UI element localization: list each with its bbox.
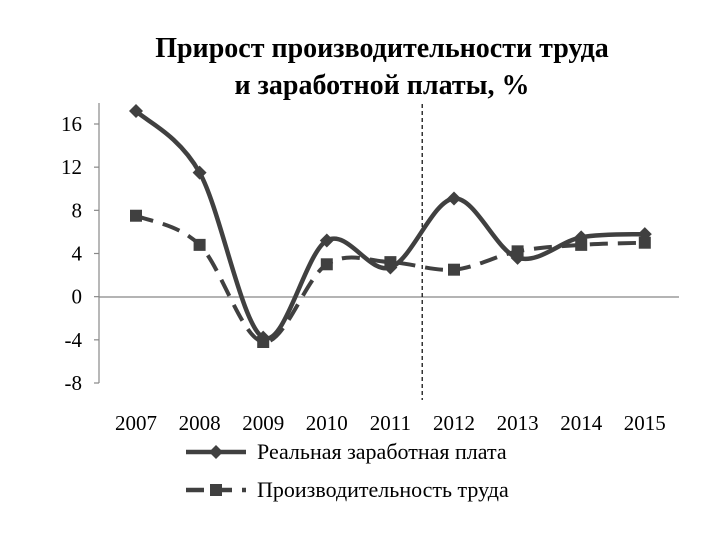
diamond-marker bbox=[129, 104, 143, 119]
legend: Реальная заработная плата Производительно… bbox=[186, 439, 509, 502]
square-marker bbox=[257, 335, 270, 348]
square-marker bbox=[448, 263, 460, 276]
y-tick-label: 4 bbox=[72, 242, 83, 266]
chart-title-line-2: и заработной платы, % bbox=[235, 70, 530, 101]
square-marker bbox=[384, 256, 397, 269]
x-tick-label: 2010 bbox=[306, 411, 348, 435]
legend-label: Производительность труда bbox=[257, 477, 509, 502]
chart-title-line-1: Прирост производительности труда bbox=[155, 33, 609, 64]
square-marker bbox=[575, 238, 588, 251]
x-tick-label: 2012 bbox=[433, 411, 475, 435]
x-tick-label: 2011 bbox=[370, 411, 411, 435]
x-tick-label: 2007 bbox=[115, 411, 157, 435]
y-tick-label: 12 bbox=[61, 155, 82, 179]
x-tick-label: 2009 bbox=[242, 411, 284, 435]
x-tick-label: 2014 bbox=[560, 411, 603, 435]
square-marker bbox=[511, 245, 524, 258]
x-tick-group: 2007 2008 2009 2010 2011 2012 2013 2014 2015 bbox=[115, 411, 666, 435]
y-tick-label: 8 bbox=[72, 198, 83, 222]
square-marker bbox=[320, 258, 333, 271]
y-tick-group: 16 12 8 4 0 -4 -8 bbox=[61, 112, 99, 395]
diamond-marker bbox=[192, 165, 207, 180]
y-tick-label: -4 bbox=[65, 328, 83, 352]
series-2 bbox=[130, 209, 651, 348]
y-tick-label: -8 bbox=[65, 371, 83, 395]
x-tick-label: 2013 bbox=[497, 411, 539, 435]
square-marker bbox=[638, 236, 651, 249]
square-marker bbox=[193, 238, 206, 251]
diamond-marker bbox=[319, 233, 334, 248]
legend-diamond-marker bbox=[209, 445, 223, 459]
diamond-marker bbox=[447, 191, 461, 206]
square-marker bbox=[130, 209, 142, 222]
series-line bbox=[135, 213, 645, 344]
x-tick-label: 2008 bbox=[179, 411, 221, 435]
y-tick-label: 16 bbox=[61, 112, 82, 136]
series-1 bbox=[129, 104, 652, 345]
legend-square-marker bbox=[210, 484, 222, 496]
legend-label: Реальная заработная плата bbox=[257, 439, 507, 464]
diamond-marker bbox=[510, 250, 525, 265]
series-group bbox=[129, 104, 652, 348]
x-tick-label: 2015 bbox=[624, 411, 666, 435]
y-tick-label: 0 bbox=[72, 285, 83, 309]
series-line bbox=[134, 109, 645, 341]
